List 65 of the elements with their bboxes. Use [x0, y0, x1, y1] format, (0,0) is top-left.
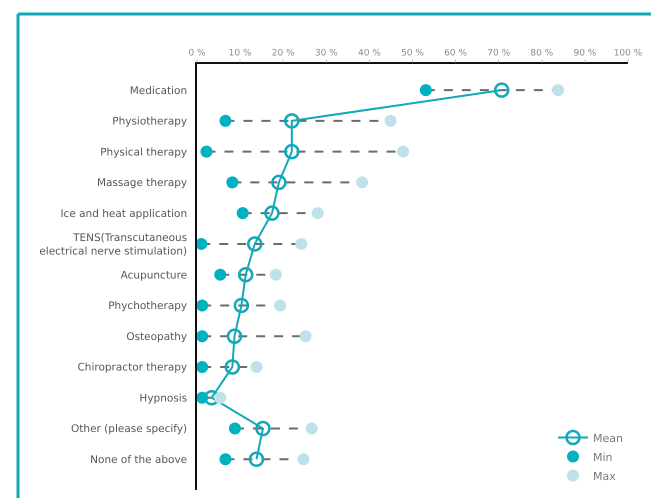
- point: [552, 84, 564, 96]
- y-tick-label: Medication: [130, 84, 188, 97]
- y-tick-label: Other (please specify): [71, 423, 188, 436]
- point: [247, 236, 262, 252]
- point: [196, 392, 208, 404]
- point: [219, 453, 232, 466]
- x-tick-label: 90 %: [573, 48, 597, 59]
- point: [204, 390, 220, 406]
- x-tick-label: 50 %: [401, 48, 424, 59]
- point: [238, 266, 254, 282]
- point: [270, 268, 282, 281]
- y-tick-label: Acupuncture: [120, 269, 188, 282]
- x-tick-label: 10 %: [228, 48, 252, 59]
- point: [226, 176, 238, 188]
- x-tick-label: 70 %: [487, 48, 511, 59]
- point: [356, 176, 368, 188]
- x-tick-label: 100 %: [614, 48, 643, 59]
- point: [250, 360, 262, 373]
- point: [214, 268, 226, 281]
- point: [494, 82, 510, 98]
- point: [234, 298, 250, 314]
- y-tick-label: Chiropractor therapy: [77, 362, 188, 374]
- y-tick-label: TENS(Transcutaneous electrical nerve stimulation): [39, 232, 188, 258]
- legend-label: Min: [593, 450, 613, 464]
- point: [226, 328, 242, 344]
- point: [200, 146, 212, 158]
- point: [312, 207, 324, 220]
- point: [284, 113, 300, 129]
- point: [219, 114, 232, 127]
- point: [295, 238, 308, 250]
- y-tick-label: Physiotherapy: [112, 116, 188, 128]
- point: [248, 451, 264, 467]
- x-tick-label: 60 %: [444, 48, 468, 59]
- y-tick-label: Massage therapy: [96, 177, 188, 190]
- point: [264, 205, 280, 221]
- point: [196, 360, 208, 373]
- y-tick-label: Osteopathy: [126, 330, 188, 343]
- point: [255, 420, 271, 436]
- y-tick-label: None of the above: [90, 454, 188, 466]
- point: [236, 207, 249, 220]
- y-tick-label: Physical therapy: [100, 146, 188, 158]
- point: [384, 114, 397, 127]
- point: [300, 330, 312, 342]
- point: [224, 359, 240, 375]
- legend-label: Max: [593, 470, 616, 483]
- point: [284, 144, 300, 160]
- x-tick-label: 40 %: [358, 48, 382, 59]
- point: [228, 422, 241, 434]
- point: [196, 299, 208, 312]
- x-tick-label: 0 %: [188, 48, 206, 59]
- x-tick-label: 80 %: [530, 48, 554, 59]
- x-tick-label: 30 %: [314, 48, 338, 59]
- legend-label: Mean: [593, 432, 623, 445]
- point: [306, 422, 318, 434]
- point: [271, 174, 287, 190]
- x-tick-label: 20 %: [272, 48, 296, 59]
- y-tick-label: Ice and heat application: [60, 208, 188, 220]
- point: [274, 299, 286, 312]
- point: [397, 146, 410, 158]
- point: [420, 84, 432, 96]
- point: [196, 330, 208, 342]
- point: [214, 392, 226, 404]
- point: [297, 453, 310, 466]
- y-tick-label: Hypnosis: [139, 392, 188, 404]
- y-tick-label: Phychotherapy: [108, 300, 188, 312]
